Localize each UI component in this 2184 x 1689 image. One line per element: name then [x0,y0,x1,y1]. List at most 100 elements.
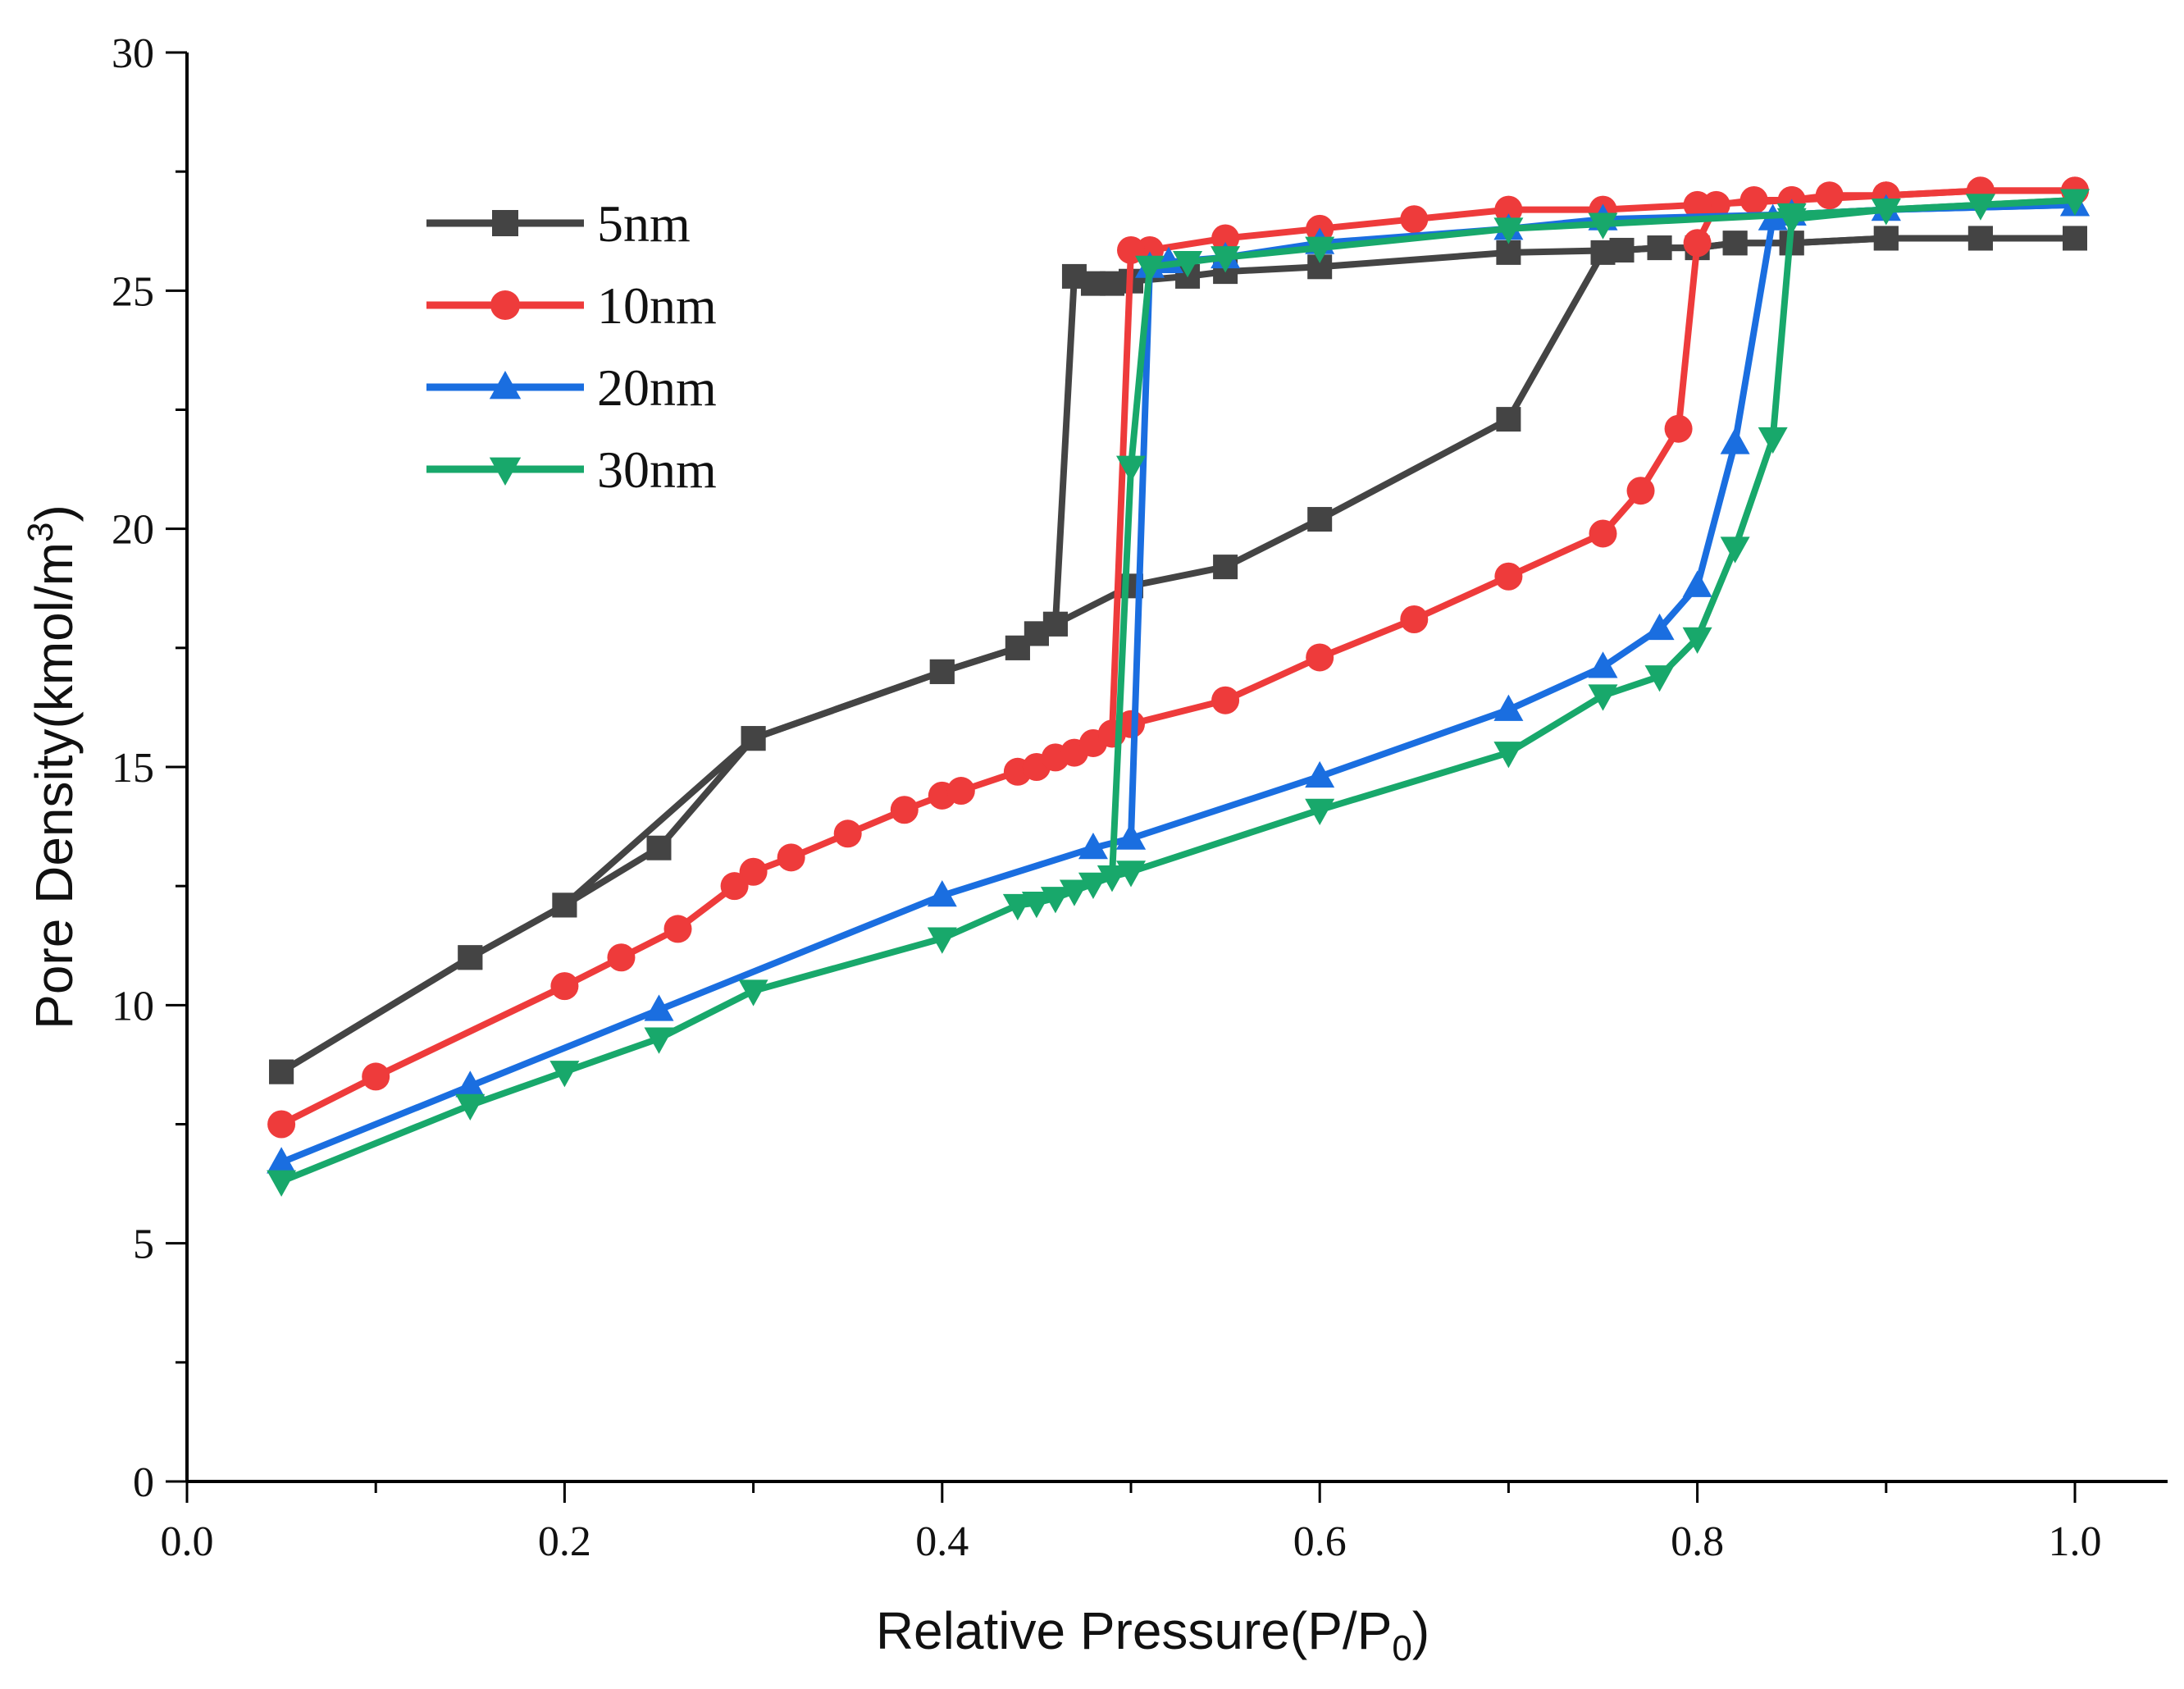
legend-label: 30nm [597,441,717,499]
data-point-30nm [1097,865,1127,892]
data-point-10nm [1739,186,1768,215]
y-tick-label: 0 [133,1459,154,1506]
data-point-10nm [1400,605,1429,633]
y-tick-label: 25 [112,268,154,315]
series-5nm [269,226,2087,1084]
x-tick-label: 0.6 [1293,1518,1347,1565]
data-point-20nm [267,1147,297,1174]
y-axis-title-superscript: 3 [21,522,61,541]
data-point-10nm [550,972,579,1001]
data-point-30nm [1002,893,1033,921]
data-point-20nm [1720,427,1750,454]
data-point-20nm [927,880,957,907]
series-line-30nm-desorption [1109,197,2076,877]
data-point-30nm [1135,255,1165,283]
y-tick-label: 10 [112,983,154,1029]
data-point-5nm [1609,237,1635,262]
series-layer [267,176,2090,1197]
data-point-10nm [833,819,862,848]
data-point-30nm [1588,684,1618,711]
data-point-10nm [1589,519,1617,548]
data-point-5nm [1873,226,1899,251]
data-point-10nm [720,872,749,901]
legend-item-20nm: 20nm [426,358,717,417]
data-point-10nm [946,777,975,806]
data-point-10nm [1626,477,1655,505]
data-point-5nm [458,945,483,970]
series-line-5nm-desorption [280,235,2075,1075]
data-point-30nm [1116,455,1146,482]
data-point-30nm [1871,199,1901,226]
data-point-30nm [549,1061,580,1088]
legend-item-30nm: 30nm [426,441,717,499]
x-tick-label: 0.8 [1671,1518,1724,1565]
data-point-10nm [739,857,768,886]
x-tick-label: 0.0 [161,1518,214,1565]
data-point-20nm [1305,760,1335,788]
data-point-30nm [927,927,957,954]
series-line-5nm-adsorption [280,235,2075,1075]
data-point-10nm [1815,181,1844,210]
legend-label: 20nm [597,358,717,417]
y-axis-title-main: Pore Density(kmol/m [25,542,84,1029]
y-axis-title-suffix: ) [25,504,84,522]
data-point-10nm [1211,686,1240,714]
data-point-5nm [646,835,672,860]
data-point-30nm [1758,427,1788,454]
x-axis-title-main: Relative Pressure(P/P [876,1601,1393,1660]
x-tick-label: 0.4 [915,1518,969,1565]
data-point-5nm [741,726,766,751]
data-point-5nm [1213,555,1238,580]
legend-swatch-marker [489,371,522,399]
data-point-30nm [1173,250,1203,278]
data-point-20nm [644,994,674,1021]
data-point-20nm [1493,694,1524,721]
x-axis-title-suffix: ) [1412,1601,1429,1660]
data-point-20nm [1116,823,1146,850]
data-point-5nm [929,659,955,684]
series-line-10nm-adsorption [280,187,2075,1128]
data-point-30nm [1040,887,1070,914]
data-point-20nm [1078,832,1108,860]
data-point-30nm [1682,627,1712,654]
data-point-5nm [1005,635,1030,660]
legend-swatch-marker [492,210,518,236]
legend-swatch-marker [489,457,522,486]
x-tick-label: 1.0 [2049,1518,2102,1565]
data-point-20nm [1588,651,1618,678]
legend-label: 10nm [597,276,717,335]
x-axis-title: Relative Pressure(P/P0) [876,1601,1429,1668]
x-axis-title-subscript: 0 [1392,1628,1411,1668]
data-point-30nm [2060,189,2090,216]
data-point-10nm [890,796,919,824]
data-point-5nm [269,1059,294,1084]
data-point-10nm [1211,224,1240,253]
legend-item-5nm: 5nm [426,194,691,253]
data-point-30nm [1965,194,1995,221]
legend-label: 5nm [597,194,691,253]
series-20nm [267,189,2090,1174]
data-point-5nm [1647,235,1672,261]
data-point-30nm [1644,665,1675,692]
data-point-30nm [1059,879,1089,906]
series-10nm [267,176,2089,1139]
data-point-30nm [267,1170,297,1197]
data-point-10nm [362,1062,390,1091]
data-point-5nm [2063,226,2087,251]
data-point-30nm [738,979,768,1007]
data-point-10nm [267,1110,296,1139]
data-point-30nm [1305,798,1335,826]
x-axis-ticks: 0.0 0.2 0.4 0.6 0.8 1.0 [161,1481,2102,1565]
series-line-30nm-adsorption [280,197,2076,1185]
data-point-30nm [1021,891,1051,919]
y-tick-label: 5 [133,1221,154,1268]
data-point-30nm [1211,246,1241,273]
data-point-10nm [1400,205,1429,234]
data-point-5nm [1496,240,1521,265]
y-tick-label: 15 [112,745,154,792]
data-point-10nm [1683,229,1712,258]
series-line-20nm-adsorption [280,201,2076,1166]
data-point-10nm [1664,414,1693,443]
data-point-30nm [1078,872,1108,900]
